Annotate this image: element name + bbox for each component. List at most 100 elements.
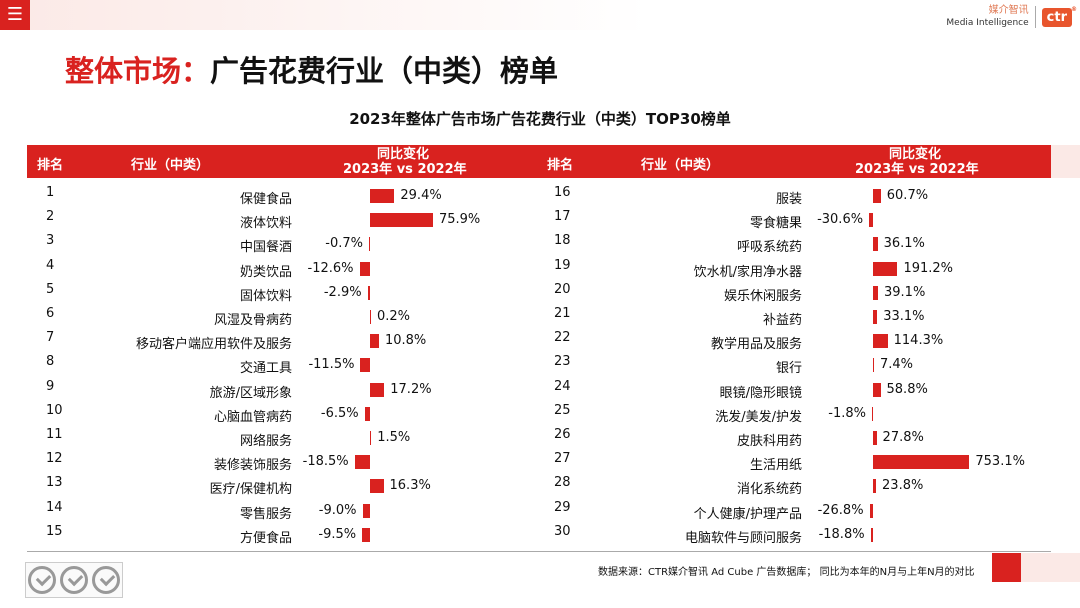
bar-9 — [370, 382, 385, 397]
industry-label: 娱乐休闲服务 — [723, 288, 802, 304]
value-label: -9.5% — [318, 526, 357, 542]
value-label: 39.1% — [884, 284, 926, 300]
industry-label: 生活用纸 — [749, 458, 802, 474]
value-label: 27.8% — [882, 430, 924, 445]
value-label: -12.6% — [307, 260, 354, 276]
bar-10 — [364, 406, 370, 421]
industry-label: 旅游/区域形象 — [209, 385, 292, 401]
menu-icon[interactable]: ☰ — [0, 0, 30, 30]
bar-12 — [354, 455, 370, 470]
value-label: -30.6% — [817, 212, 864, 228]
rank-29: 29 — [554, 499, 571, 515]
industry-label: 保健食品 — [239, 192, 292, 207]
industry-label: 补益药 — [762, 313, 802, 328]
header-industry-left: 行业（中类） — [131, 158, 210, 173]
header-rank-left: 排名 — [37, 158, 64, 173]
value-label: 16.3% — [389, 478, 431, 494]
bar-3 — [369, 237, 370, 252]
industry-label: 方便食品 — [239, 530, 292, 546]
value-label: -1.8% — [828, 405, 866, 421]
industry-label: 电脑软件与顾问服务 — [684, 530, 802, 546]
rank-2: 2 — [46, 209, 55, 225]
bar-18 — [873, 237, 878, 252]
bar-11 — [370, 431, 372, 445]
value-label: 75.9% — [438, 212, 481, 228]
header-change-right: 同比变化 2023年 vs 2022年 — [855, 147, 979, 177]
rank-27: 27 — [554, 451, 571, 467]
industry-label: 呼吸系统药 — [736, 240, 802, 256]
industry-label: 心脑血管病药 — [213, 409, 292, 425]
bar-17 — [869, 213, 873, 228]
bar-15 — [362, 527, 370, 542]
rank-1: 1 — [46, 185, 55, 200]
logo-cn-text: 媒介智讯 — [988, 5, 1029, 16]
certification-badges — [25, 562, 123, 598]
value-label: -11.5% — [308, 357, 355, 373]
value-label: 10.8% — [384, 333, 427, 349]
header-rank-right: 排名 — [547, 158, 574, 173]
rank-22: 22 — [554, 330, 571, 346]
rank-13: 13 — [46, 475, 63, 491]
value-label: 7.4% — [880, 357, 914, 373]
bar-23 — [873, 358, 874, 373]
rank-4: 4 — [46, 257, 55, 273]
bar-24 — [873, 382, 881, 397]
rank-19: 19 — [554, 257, 571, 273]
bar-20 — [873, 285, 878, 300]
logo: 媒介智讯 Media Intelligence ctr ® — [946, 4, 1077, 30]
industry-label: 教学用品及服务 — [710, 337, 802, 353]
bar-6 — [370, 310, 371, 324]
industry-label: 洗发/美发/护发 — [715, 409, 802, 425]
top-bar: ☰ 媒介智讯 Media Intelligence ctr ® — [0, 0, 1080, 30]
bar-21 — [873, 310, 878, 324]
value-label: -26.8% — [817, 502, 864, 518]
industry-label: 移动客户端应用软件及服务 — [135, 337, 292, 353]
bar-28 — [873, 479, 877, 494]
industry-label: 零售服务 — [239, 506, 292, 522]
bar-16 — [873, 189, 881, 203]
header-change-right-l2: 2023年 vs 2022年 — [855, 162, 979, 177]
industry-label: 服装 — [775, 192, 802, 207]
rank-5: 5 — [46, 281, 55, 297]
logo-mark-text: ctr — [1046, 9, 1067, 25]
rank-12: 12 — [46, 451, 63, 467]
rank-21: 21 — [554, 306, 571, 321]
table-header: 排名 行业（中类） 同比变化 2023年 vs 2022年 排名 行业（中类） … — [27, 145, 1051, 178]
bar-8 — [360, 358, 370, 373]
rank-28: 28 — [554, 475, 571, 491]
bar-7 — [370, 334, 379, 349]
rank-25: 25 — [554, 402, 571, 418]
value-label: -18.5% — [302, 454, 349, 470]
bar-14 — [362, 503, 370, 518]
value-label: -6.5% — [320, 405, 359, 421]
industry-label: 零食糖果 — [749, 216, 802, 232]
value-label: 0.2% — [377, 309, 411, 324]
bar-4 — [359, 261, 370, 276]
industry-label: 眼镜/隐形眼镜 — [719, 385, 802, 401]
rank-10: 10 — [46, 402, 63, 418]
industry-label: 网络服务 — [239, 434, 292, 449]
sgs-cert-icon — [60, 566, 88, 594]
rank-6: 6 — [46, 306, 55, 321]
bar-5 — [367, 285, 370, 300]
industry-label: 医疗/保健机构 — [209, 482, 292, 498]
industry-label: 消化系统药 — [736, 482, 802, 498]
bar-26 — [873, 431, 877, 445]
value-label: 17.2% — [390, 381, 432, 397]
rank-3: 3 — [46, 233, 55, 249]
logo-en-text: Media Intelligence — [946, 18, 1029, 28]
page-title-main: 广告花费行业（中类）榜单 — [210, 54, 559, 88]
bar-30 — [870, 527, 873, 542]
header-industry-right: 行业（中类） — [641, 158, 720, 173]
rank-14: 14 — [46, 499, 63, 515]
value-label: 33.1% — [883, 309, 925, 324]
sgs-cert-icon — [92, 566, 120, 594]
ctr-logo-icon: ctr ® — [1041, 6, 1077, 27]
rank-15: 15 — [46, 523, 63, 539]
bar-22 — [873, 334, 888, 349]
header-change-left-l2: 2023年 vs 2022年 — [343, 162, 467, 177]
value-label: 191.2% — [903, 260, 954, 276]
value-label: 23.8% — [882, 478, 924, 494]
header-change-left-l1: 同比变化 — [376, 147, 429, 162]
value-label: 29.4% — [400, 188, 442, 203]
